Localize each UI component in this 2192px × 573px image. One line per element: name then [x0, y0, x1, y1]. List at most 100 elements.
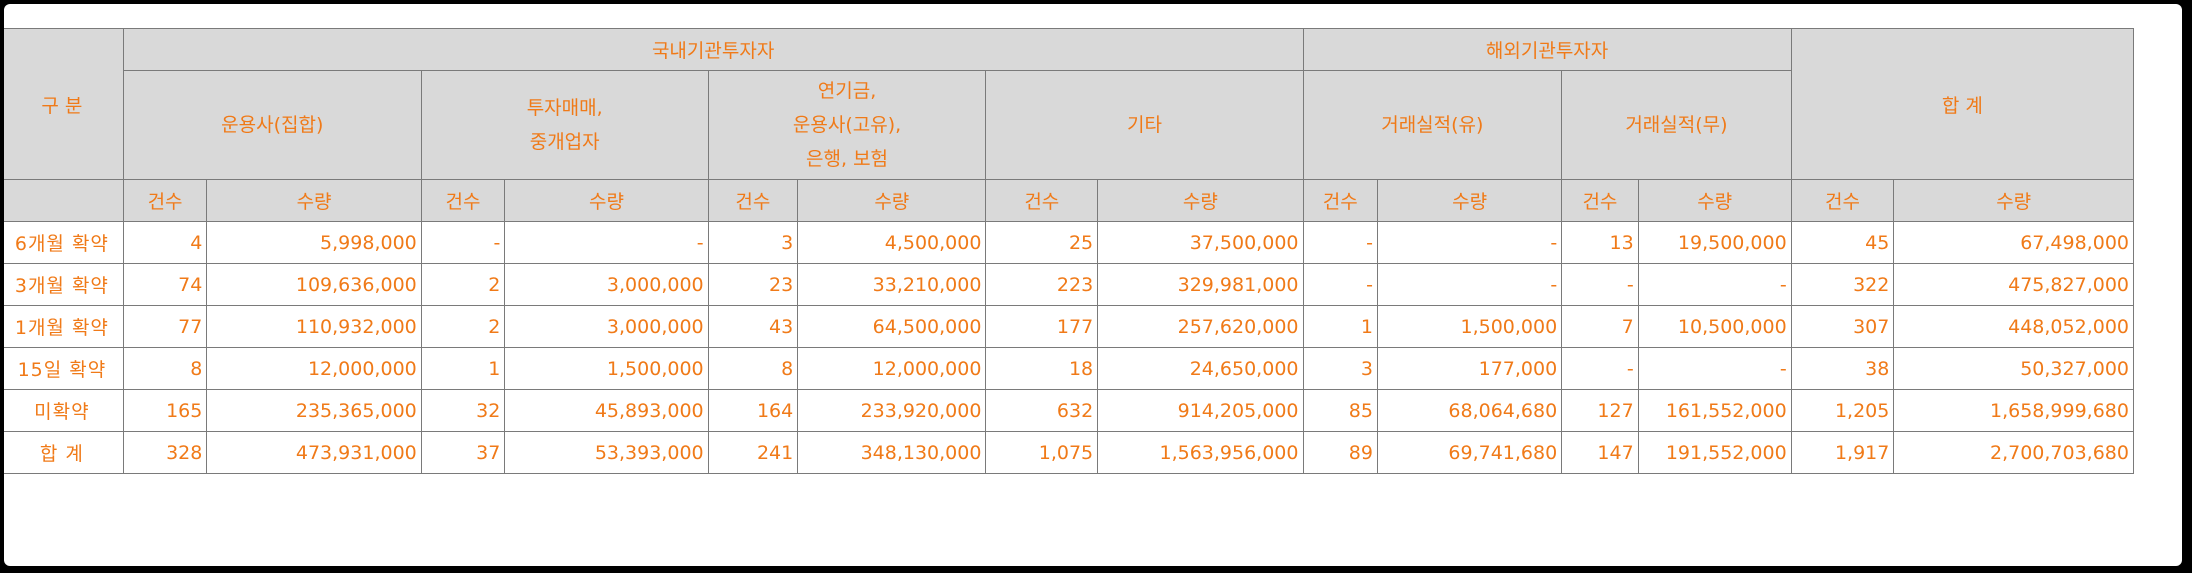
- quantity-cell: 69,741,680: [1376, 431, 1563, 474]
- count-cell: 89: [1302, 431, 1378, 474]
- quantity-cell: 19,500,000: [1637, 221, 1792, 264]
- subgroup-header-foreign-with-record: 거래실적(유): [1302, 70, 1563, 180]
- count-cell: 147: [1561, 431, 1639, 474]
- quantity-cell: 257,620,000: [1097, 305, 1304, 348]
- quantity-cell: 24,650,000: [1097, 347, 1304, 390]
- subgroup-header-asset-manager: 운용사(집합): [122, 70, 422, 180]
- quantity-cell: 3,000,000: [504, 263, 709, 306]
- quantity-column-header: 수량: [206, 179, 422, 222]
- count-cell: -: [420, 221, 506, 264]
- count-cell: 241: [707, 431, 799, 474]
- table-row: 15일 확약 8 12,000,000 1 1,500,000 8 12,000,000 18…: [4, 347, 2134, 390]
- count-cell: 8: [122, 347, 208, 390]
- count-cell: 632: [985, 389, 1099, 432]
- quantity-cell: -: [504, 221, 709, 264]
- corner-header: 구 분: [4, 28, 124, 180]
- table-row: 6개월 확약 4 5,998,000- -3 4,500,000 25 37,500,000…: [4, 221, 2134, 264]
- subgroup-header-other: 기타: [985, 70, 1304, 180]
- subgroup-header-foreign-without-record: 거래실적(무): [1561, 70, 1792, 180]
- count-cell: 4: [122, 221, 208, 264]
- quantity-cell: 1,658,999,680: [1893, 389, 2134, 432]
- corner-header-spacer: [4, 179, 124, 222]
- header-row-groups: 구 분 국내기관투자자 해외기관투자자 합 계: [4, 28, 2135, 180]
- count-cell: 1,917: [1790, 431, 1895, 474]
- quantity-cell: 68,064,680: [1376, 389, 1563, 432]
- quantity-cell: 12,000,000: [797, 347, 987, 390]
- count-cell: 32: [420, 389, 506, 432]
- row-label: 3개월 확약: [4, 263, 124, 306]
- count-cell: 328: [122, 431, 208, 474]
- table-body: 6개월 확약 4 5,998,000- -3 4,500,000 25 37,500,000…: [4, 221, 2134, 474]
- quantity-cell: 53,393,000: [504, 431, 709, 474]
- count-cell: 8: [707, 347, 799, 390]
- count-cell: 45: [1790, 221, 1895, 264]
- quantity-cell: 177,000: [1376, 347, 1563, 390]
- count-cell: 3: [707, 221, 799, 264]
- foreign-group-header: 해외기관투자자: [1302, 28, 1792, 71]
- quantity-cell: 33,210,000: [797, 263, 987, 306]
- row-label: 15일 확약: [4, 347, 124, 390]
- count-cell: 37: [420, 431, 506, 474]
- count-cell: 43: [707, 305, 799, 348]
- row-label: 미확약: [4, 389, 124, 432]
- quantity-column-header: 수량: [1893, 179, 2134, 222]
- header-row-subgroups: 운용사(집합) 투자매매, 중개업자 연기금, 운용사(고유), 은행, 보험 기타 …: [4, 70, 2134, 180]
- quantity-cell: 67,498,000: [1893, 221, 2134, 264]
- count-cell: -: [1302, 263, 1378, 306]
- count-column-header: 건수: [1302, 179, 1378, 222]
- quantity-cell: 161,552,000: [1637, 389, 1792, 432]
- subgroup-header-broker: 투자매매, 중개업자: [420, 70, 709, 180]
- subgroup-header-pension: 연기금, 운용사(고유), 은행, 보험: [707, 70, 987, 180]
- quantity-cell: 1,563,956,000: [1097, 431, 1304, 474]
- quantity-cell: 1,500,000: [1376, 305, 1563, 348]
- quantity-column-header: 수량: [1097, 179, 1304, 222]
- quantity-cell: 64,500,000: [797, 305, 987, 348]
- domestic-group-header: 국내기관투자자: [122, 28, 1304, 71]
- quantity-cell: 10,500,000: [1637, 305, 1792, 348]
- quantity-cell: 50,327,000: [1893, 347, 2134, 390]
- quantity-cell: -: [1376, 221, 1563, 264]
- quantity-column-header: 수량: [1637, 179, 1792, 222]
- quantity-cell: 5,998,000: [206, 221, 422, 264]
- count-cell: -: [1561, 347, 1639, 390]
- count-cell: 1: [1302, 305, 1378, 348]
- count-column-header: 건수: [420, 179, 506, 222]
- count-cell: 127: [1561, 389, 1639, 432]
- quantity-cell: 1,500,000: [504, 347, 709, 390]
- count-cell: 322: [1790, 263, 1895, 306]
- count-column-header: 건수: [122, 179, 208, 222]
- quantity-cell: 4,500,000: [797, 221, 987, 264]
- quantity-cell: 12,000,000: [206, 347, 422, 390]
- count-cell: 177: [985, 305, 1099, 348]
- quantity-cell: 475,827,000: [1893, 263, 2134, 306]
- count-cell: 7: [1561, 305, 1639, 348]
- quantity-cell: 348,130,000: [797, 431, 987, 474]
- quantity-cell: 914,205,000: [1097, 389, 1304, 432]
- quantity-column-header: 수량: [504, 179, 709, 222]
- count-cell: 25: [985, 221, 1099, 264]
- quantity-cell: 233,920,000: [797, 389, 987, 432]
- document-sheet: 구 분 국내기관투자자 해외기관투자자 합 계 운용사(집합) 투자매매, 중개업…: [4, 4, 2182, 566]
- quantity-cell: 473,931,000: [206, 431, 422, 474]
- count-cell: 85: [1302, 389, 1378, 432]
- count-cell: 74: [122, 263, 208, 306]
- row-label: 합 계: [4, 431, 124, 474]
- quantity-cell: 109,636,000: [206, 263, 422, 306]
- count-cell: 2: [420, 305, 506, 348]
- quantity-cell: 2,700,703,680: [1893, 431, 2134, 474]
- row-label: 1개월 확약: [4, 305, 124, 348]
- count-cell: 164: [707, 389, 799, 432]
- quantity-cell: -: [1376, 263, 1563, 306]
- quantity-column-header: 수량: [797, 179, 987, 222]
- table-row: 미확약 165 235,365,000 32 45,893,000 164 233,920,…: [4, 389, 2134, 432]
- count-column-header: 건수: [985, 179, 1099, 222]
- quantity-cell: 110,932,000: [206, 305, 422, 348]
- count-cell: 13: [1561, 221, 1639, 264]
- count-cell: 3: [1302, 347, 1378, 390]
- quantity-cell: 191,552,000: [1637, 431, 1792, 474]
- lockup-table: 구 분 국내기관투자자 해외기관투자자 합 계 운용사(집합) 투자매매, 중개업…: [4, 28, 2135, 474]
- quantity-cell: 448,052,000: [1893, 305, 2134, 348]
- count-cell: 1,205: [1790, 389, 1895, 432]
- quantity-cell: -: [1637, 347, 1792, 390]
- count-cell: 23: [707, 263, 799, 306]
